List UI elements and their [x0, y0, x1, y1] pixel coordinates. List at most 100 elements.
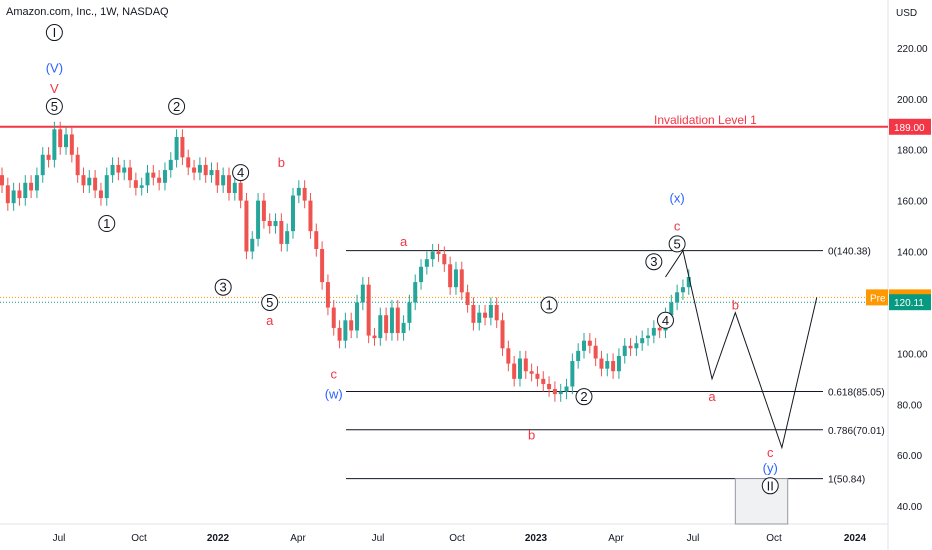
candle-body[interactable]	[122, 167, 127, 173]
candle-body[interactable]	[151, 172, 156, 178]
candle-body[interactable]	[424, 259, 429, 267]
candle-body[interactable]	[488, 305, 493, 318]
candle-body[interactable]	[139, 185, 144, 188]
candle-body[interactable]	[675, 292, 680, 303]
candle-body[interactable]	[628, 345, 633, 349]
candle-body[interactable]	[419, 266, 424, 283]
candle-body[interactable]	[58, 129, 63, 148]
candle-body[interactable]	[40, 154, 45, 176]
candle-body[interactable]	[296, 187, 301, 196]
candle-body[interactable]	[273, 220, 278, 227]
candle-body[interactable]	[686, 277, 691, 288]
candle-body[interactable]	[622, 345, 627, 356]
candle-body[interactable]	[203, 164, 208, 176]
candle-body[interactable]	[250, 238, 255, 252]
candle-body[interactable]	[314, 231, 319, 249]
candle-body[interactable]	[564, 386, 569, 392]
candle-body[interactable]	[215, 170, 220, 186]
candle-body[interactable]	[680, 287, 685, 293]
candle-body[interactable]	[389, 307, 394, 334]
candle-body[interactable]	[500, 320, 505, 349]
candle-body[interactable]	[69, 134, 74, 155]
candle-body[interactable]	[197, 164, 202, 173]
candle-body[interactable]	[459, 269, 464, 293]
candle-body[interactable]	[395, 307, 400, 334]
candle-body[interactable]	[291, 195, 295, 232]
candle-body[interactable]	[483, 312, 488, 318]
candle-body[interactable]	[104, 175, 109, 199]
candle-body[interactable]	[506, 348, 511, 364]
candle-body[interactable]	[325, 282, 330, 308]
candle-body[interactable]	[523, 358, 528, 372]
candle-body[interactable]	[646, 335, 651, 339]
candle-body[interactable]	[378, 315, 383, 339]
candle-body[interactable]	[256, 200, 261, 239]
candle-body[interactable]	[221, 175, 226, 186]
candle-body[interactable]	[517, 358, 522, 379]
candle-body[interactable]	[285, 231, 290, 244]
candle-body[interactable]	[244, 200, 249, 252]
candle-body[interactable]	[261, 200, 266, 221]
candle-body[interactable]	[192, 167, 197, 173]
candle-body[interactable]	[384, 315, 389, 334]
candle-body[interactable]	[465, 292, 470, 306]
projection-path[interactable]	[665, 249, 818, 450]
candle-body[interactable]	[651, 327, 656, 336]
candle-body[interactable]	[541, 378, 546, 384]
candle-body[interactable]	[349, 320, 354, 331]
candle-body[interactable]	[355, 302, 360, 331]
candle-body[interactable]	[616, 355, 621, 372]
candle-body[interactable]	[453, 269, 458, 288]
candle-body[interactable]	[669, 302, 674, 316]
candle-body[interactable]	[558, 391, 563, 395]
candle-body[interactable]	[494, 305, 499, 321]
candle-body[interactable]	[582, 340, 586, 351]
candle-body[interactable]	[98, 190, 103, 199]
candle-body[interactable]	[110, 164, 115, 176]
candle-body[interactable]	[442, 254, 447, 265]
candle-body[interactable]	[640, 338, 645, 344]
candle-body[interactable]	[87, 177, 92, 186]
candle-body[interactable]	[93, 177, 98, 191]
candle-body[interactable]	[535, 373, 540, 379]
candle-body[interactable]	[552, 389, 557, 395]
candle-body[interactable]	[302, 187, 307, 201]
candle-body[interactable]	[471, 305, 476, 323]
candle-body[interactable]	[128, 167, 133, 181]
candle-body[interactable]	[162, 170, 167, 183]
candle-body[interactable]	[17, 190, 22, 199]
candle-body[interactable]	[168, 159, 173, 171]
candle-body[interactable]	[611, 361, 616, 372]
candle-body[interactable]	[267, 220, 272, 227]
candle-body[interactable]	[34, 175, 39, 191]
candle-body[interactable]	[413, 282, 418, 303]
candle-body[interactable]	[401, 322, 406, 334]
candle-body[interactable]	[75, 154, 80, 176]
candle-body[interactable]	[308, 200, 313, 232]
candle-body[interactable]	[29, 182, 34, 191]
candle-body[interactable]	[46, 154, 51, 160]
candle-body[interactable]	[320, 248, 325, 283]
candle-body[interactable]	[226, 175, 231, 193]
candle-body[interactable]	[512, 363, 517, 379]
candle-body[interactable]	[11, 190, 16, 204]
candle-body[interactable]	[477, 312, 482, 323]
candle-body[interactable]	[407, 302, 412, 323]
candle-body[interactable]	[337, 327, 342, 341]
candle-body[interactable]	[657, 327, 662, 331]
candle-body[interactable]	[81, 175, 86, 186]
candle-body[interactable]	[238, 182, 243, 201]
candle-body[interactable]	[23, 182, 28, 199]
candle-body[interactable]	[174, 136, 179, 160]
candle-body[interactable]	[570, 361, 575, 387]
candle-body[interactable]	[547, 383, 552, 390]
target-zone-box[interactable]	[734, 478, 789, 525]
candle-body[interactable]	[343, 320, 348, 341]
candle-body[interactable]	[157, 177, 162, 183]
candle-body[interactable]	[331, 307, 336, 328]
candle-body[interactable]	[0, 175, 4, 186]
candle-body[interactable]	[116, 164, 121, 173]
candle-body[interactable]	[436, 251, 441, 255]
candle-body[interactable]	[372, 335, 377, 339]
